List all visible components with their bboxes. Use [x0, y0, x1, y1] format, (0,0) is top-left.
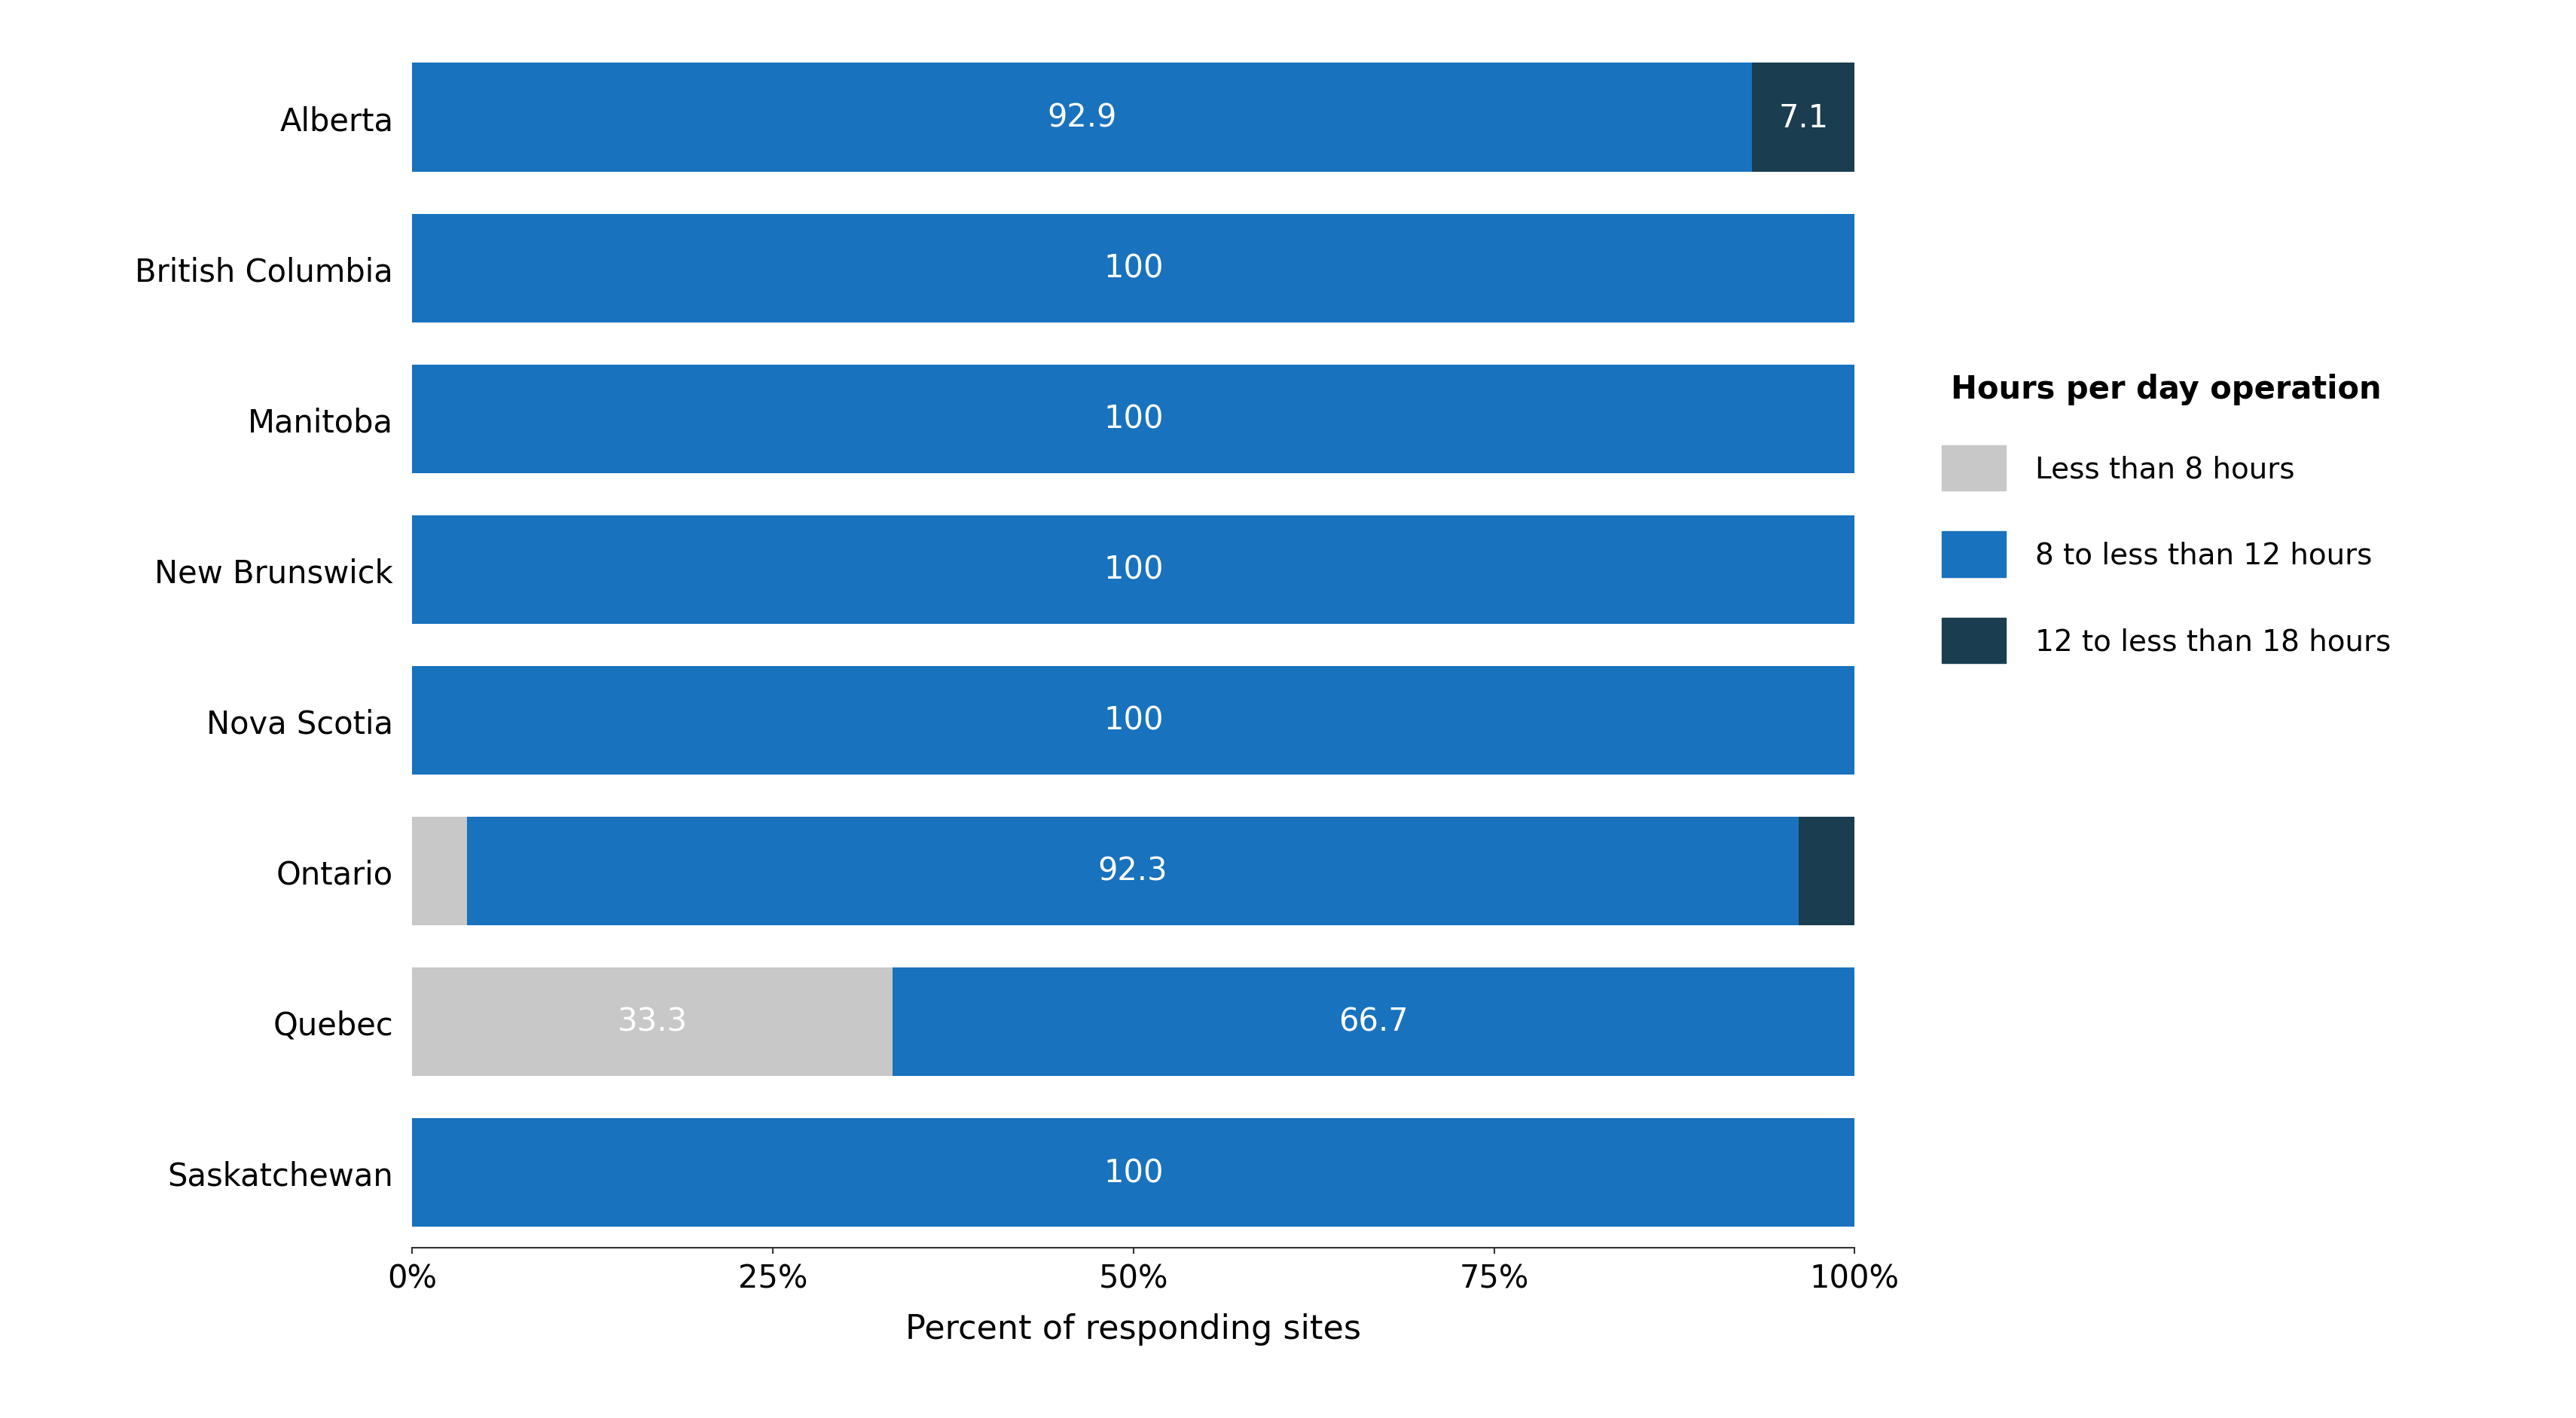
Bar [412, 516, 1855, 624]
Text: 100: 100 [1103, 705, 1164, 736]
Text: 7.1: 7.1 [1777, 102, 1829, 133]
Bar [412, 214, 1855, 323]
Text: 100: 100 [1103, 554, 1164, 586]
Bar [412, 666, 1855, 774]
Text: 33.3: 33.3 [618, 1005, 688, 1038]
Text: 100: 100 [1103, 252, 1164, 285]
Text: 100: 100 [1103, 403, 1164, 435]
X-axis label: Percent of responding sites: Percent of responding sites [907, 1313, 1360, 1346]
Bar [891, 967, 1855, 1076]
Text: 66.7: 66.7 [1340, 1005, 1409, 1038]
Bar [1752, 64, 1855, 172]
Bar [412, 1119, 1855, 1227]
Bar [412, 817, 466, 926]
Bar [466, 817, 1798, 926]
Text: 92.3: 92.3 [1097, 855, 1167, 888]
Bar [412, 967, 891, 1076]
Text: 92.9: 92.9 [1048, 102, 1118, 133]
Bar [412, 364, 1855, 474]
Text: 100: 100 [1103, 1157, 1164, 1188]
Legend: Less than 8 hours, 8 to less than 12 hours, 12 to less than 18 hours: Less than 8 hours, 8 to less than 12 hou… [1927, 359, 2406, 678]
Bar [1798, 817, 1855, 926]
Bar [412, 64, 1752, 172]
